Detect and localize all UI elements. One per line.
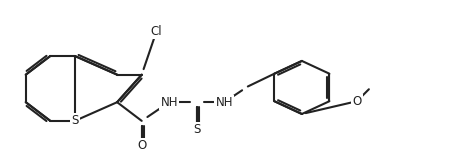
Text: S: S	[193, 123, 200, 136]
Text: S: S	[71, 114, 79, 127]
Text: Cl: Cl	[150, 25, 162, 38]
Text: NH: NH	[160, 96, 178, 109]
Text: O: O	[137, 139, 146, 152]
Text: NH: NH	[215, 96, 232, 109]
Text: O: O	[352, 95, 361, 108]
